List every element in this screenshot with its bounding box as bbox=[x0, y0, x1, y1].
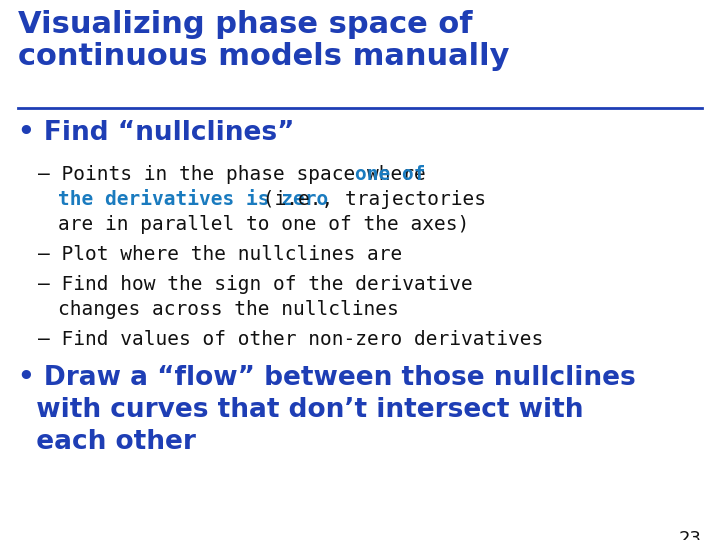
Text: are in parallel to one of the axes): are in parallel to one of the axes) bbox=[58, 215, 469, 234]
Text: 23: 23 bbox=[679, 530, 702, 540]
Text: – Points in the phase space where: – Points in the phase space where bbox=[38, 165, 438, 184]
Text: • Draw a “flow” between those nullclines
  with curves that don’t intersect with: • Draw a “flow” between those nullclines… bbox=[18, 365, 636, 455]
Text: (i.e., trajectories: (i.e., trajectories bbox=[251, 190, 486, 209]
Text: Visualizing phase space of
continuous models manually: Visualizing phase space of continuous mo… bbox=[18, 10, 510, 71]
Text: one of: one of bbox=[355, 165, 426, 184]
Text: – Find values of other non-zero derivatives: – Find values of other non-zero derivati… bbox=[38, 330, 544, 349]
Text: changes across the nullclines: changes across the nullclines bbox=[58, 300, 399, 319]
Text: • Find “nullclines”: • Find “nullclines” bbox=[18, 120, 294, 146]
Text: the derivatives is zero: the derivatives is zero bbox=[58, 190, 328, 209]
Text: – Plot where the nullclines are: – Plot where the nullclines are bbox=[38, 245, 402, 264]
Text: – Find how the sign of the derivative: – Find how the sign of the derivative bbox=[38, 275, 473, 294]
